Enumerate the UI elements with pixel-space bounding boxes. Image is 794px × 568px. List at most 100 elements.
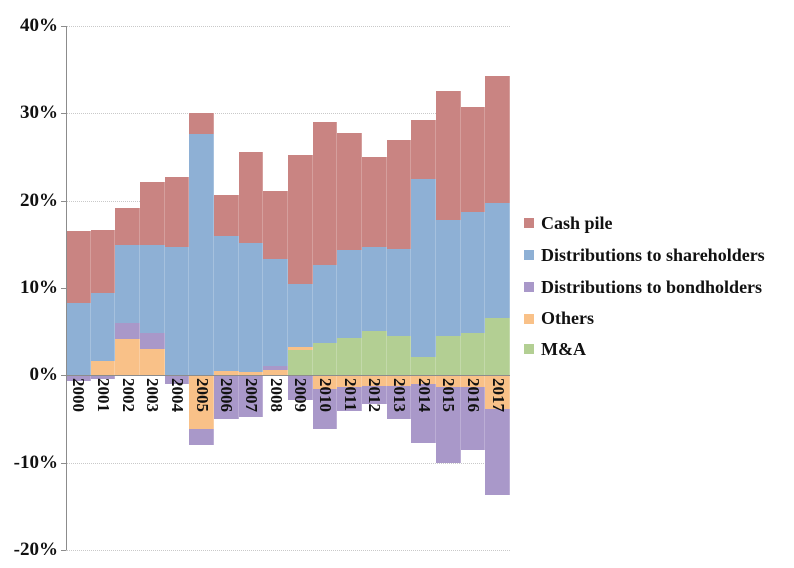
- bar-segment-2009: [288, 283, 313, 348]
- bar-segment-2010: [312, 375, 338, 390]
- bar-segment-2008: [263, 365, 288, 371]
- bar-segment-2011: [337, 133, 362, 251]
- x-axis-year-label: 2008: [266, 378, 286, 413]
- bar-segment-2006: [214, 375, 239, 419]
- x-axis-year-label: 2013: [390, 378, 409, 413]
- bar-segment-2015: [436, 219, 461, 337]
- bar-segment-2016: [460, 332, 486, 376]
- gridline-40: [66, 26, 510, 27]
- y-axis-tick-label: 20%: [20, 189, 58, 211]
- bar-segment-2005: [189, 134, 214, 376]
- bar-segment-2012: [362, 246, 387, 331]
- legend-item: Distributions to shareholders: [524, 244, 765, 266]
- bar-segment-2014: [411, 375, 436, 385]
- bar-segment-2000: [66, 302, 91, 376]
- bar-segment-2002: [115, 322, 140, 339]
- bar-segment-2010: [312, 122, 338, 265]
- bar-segment-2015: [436, 375, 461, 387]
- x-axis-year-label: 2004: [168, 378, 187, 413]
- bar-segment-2005: [189, 428, 214, 446]
- bar-segment-2003: [140, 245, 165, 334]
- y-axis-tick-label: -20%: [13, 539, 58, 560]
- legend-label: Others: [541, 308, 594, 328]
- y-axis-tick-label: 10%: [20, 277, 58, 298]
- bar-segment-2013: [386, 140, 412, 249]
- y-axis-tick-label: 30%: [20, 102, 58, 124]
- x-axis-year-label: 2002: [118, 378, 138, 413]
- y-axis-tick: [61, 200, 66, 202]
- bar-segment-2008: [263, 259, 288, 366]
- bar-segment-2007: [238, 242, 264, 372]
- y-axis-tick-label: -10%: [13, 451, 58, 473]
- y-axis-tick: [61, 375, 66, 377]
- y-axis-line: [66, 26, 67, 550]
- bar-segment-2012: [362, 330, 387, 376]
- bar-segment-2017: [485, 317, 510, 376]
- y-axis-tick-label: 0%: [29, 364, 59, 386]
- bar-segment-2001: [90, 293, 116, 362]
- legend-label: Distributions to shareholders: [541, 244, 765, 265]
- x-axis-year-label: 2005: [192, 378, 212, 413]
- x-axis-year-label: 2006: [217, 378, 237, 413]
- bar-segment-2004: [164, 177, 190, 247]
- y-axis-tick: [61, 462, 66, 464]
- bar-segment-2014: [411, 356, 436, 376]
- x-axis-year-label: 2015: [439, 378, 459, 413]
- y-axis-tick: [61, 550, 66, 551]
- legend-swatch-5: [524, 344, 534, 354]
- y-axis-tick: [61, 113, 66, 115]
- bar-segment-2009: [288, 155, 313, 284]
- legend-item: M&A: [524, 338, 586, 360]
- bar-segment-2002: [115, 245, 140, 323]
- bar-segment-2009: [288, 375, 313, 400]
- bar-segment-2006: [214, 370, 239, 376]
- x-axis-year-label: 2017: [488, 378, 508, 413]
- bar-segment-2008: [263, 370, 288, 376]
- bar-segment-2006: [214, 195, 239, 237]
- bar-segment-2003: [140, 333, 165, 350]
- gridline-30: [66, 113, 510, 115]
- bar-segment-2017: [485, 75, 510, 204]
- bar-segment-2013: [386, 375, 412, 386]
- legend-swatch-2: [524, 250, 534, 260]
- bar-segment-2014: [411, 384, 436, 443]
- legend: Cash pile Distributions to shareholders Di…: [524, 0, 794, 568]
- legend-swatch-4: [524, 313, 534, 324]
- gridline--20: [66, 550, 510, 551]
- x-axis-year-label: 2011: [340, 378, 360, 412]
- x-axis-year-label: 2003: [143, 378, 163, 413]
- x-axis-year-label: 2010: [316, 378, 335, 413]
- legend-label: Cash pile: [541, 212, 613, 233]
- bar-segment-2007: [238, 151, 264, 243]
- bar-segment-2016: [460, 386, 486, 450]
- x-axis-year-label: 2001: [94, 378, 113, 413]
- x-axis-line: [66, 375, 510, 377]
- bar-segment-2013: [386, 385, 412, 419]
- bar-segment-2011: [337, 375, 362, 387]
- bar-segment-2017: [485, 409, 510, 495]
- bar-segment-2014: [411, 120, 436, 179]
- bar-segment-2001: [90, 375, 116, 379]
- legend-item: Others: [524, 308, 594, 330]
- bar-segment-2001: [90, 361, 116, 376]
- bar-segment-2011: [337, 337, 362, 376]
- x-axis-year-label: 2016: [464, 378, 483, 413]
- bar-segment-2002: [115, 207, 140, 246]
- bar-segment-2017: [485, 375, 510, 410]
- bar-segment-2009: [288, 347, 313, 350]
- bar-segment-2011: [337, 250, 362, 338]
- bar-segment-2000: [66, 375, 91, 382]
- bar-segment-2005: [189, 113, 214, 135]
- y-axis-tick-label: 40%: [20, 15, 58, 36]
- bar-segment-2010: [312, 264, 338, 343]
- bar-segment-2012: [362, 157, 387, 247]
- x-axis-year-label: 2007: [242, 378, 261, 413]
- bar-segment-2000: [66, 231, 91, 303]
- bar-segment-2009: [288, 350, 313, 376]
- x-axis-year-label: 2012: [365, 378, 385, 413]
- bar-segment-2007: [238, 375, 264, 418]
- legend-swatch-3: [524, 282, 534, 292]
- legend-item: Cash pile: [524, 212, 613, 234]
- gridline--10: [66, 462, 510, 464]
- bar-segment-2005: [189, 375, 214, 429]
